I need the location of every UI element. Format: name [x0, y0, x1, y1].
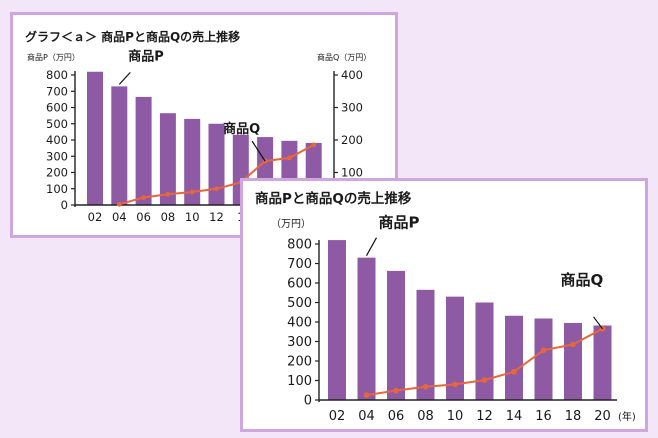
line-point-14 [511, 368, 517, 375]
line-point-08 [422, 383, 429, 390]
line-point-20 [311, 142, 317, 148]
y-tick-label-left-400: 400 [287, 316, 312, 331]
y-tick-label-left-700: 700 [287, 257, 312, 272]
y-tick-label-left-600: 600 [287, 277, 312, 292]
bar-08 [159, 113, 176, 205]
callout-q-leader [593, 316, 603, 330]
y-tick-label-left-500: 500 [46, 117, 68, 131]
x-tick-label-12: 12 [209, 210, 224, 224]
y-tick-label-left-200: 200 [46, 166, 68, 180]
bar-02 [87, 71, 103, 205]
y-tick-label-left-800: 800 [46, 68, 68, 82]
bar-16 [534, 318, 553, 400]
chart-card-b: 商品Pと商品Qの売上推移 （万円） 0 100 200 300 400 500 600 700 80… [240, 178, 648, 432]
y-tick-label-right-300: 300 [341, 101, 363, 115]
chart-title: 商品Pと商品Qの売上推移 [255, 190, 412, 207]
bar-06 [387, 270, 405, 400]
x-tick-label-02: 02 [329, 409, 346, 424]
line-point-10 [452, 381, 458, 388]
bar-14 [505, 315, 523, 400]
x-tick-label-20: 20 [594, 409, 611, 424]
y-axis-unit-left: 商品P（万円） [27, 52, 80, 62]
line-point-12 [481, 377, 488, 383]
y-tick-label-left-0: 0 [304, 394, 312, 409]
line-point-18 [287, 155, 292, 161]
y-tick-label-left-0: 0 [61, 198, 68, 212]
bar-10 [446, 296, 464, 400]
x-tick-label-10: 10 [447, 409, 464, 424]
bar-12 [475, 302, 494, 400]
x-tick-label-08: 08 [417, 409, 434, 424]
callout-p-leader [365, 237, 378, 256]
x-tick-label-10: 10 [185, 210, 200, 224]
bar-10 [184, 118, 201, 205]
x-tick-label-06: 06 [136, 210, 151, 224]
y-tick-label-left-200: 200 [287, 355, 312, 370]
line-point-08 [165, 191, 171, 197]
line-point-04 [363, 392, 370, 398]
bar-18 [564, 322, 582, 400]
y-tick-label-right-100: 100 [341, 166, 363, 180]
y-tick-label-left-600: 600 [46, 101, 68, 115]
y-tick-label-left-100: 100 [46, 182, 68, 196]
chart-title: グラフ＜ａ＞ 商品Pと商品Qの売上推移 [25, 29, 240, 44]
x-tick-label-16: 16 [535, 409, 552, 424]
bar-12 [208, 123, 225, 205]
line-point-12 [214, 186, 219, 192]
y-tick-label-left-700: 700 [46, 84, 68, 98]
y-tick-label-left-800: 800 [287, 238, 312, 253]
callout-q-leader [251, 140, 266, 162]
callout-p: 商品P [379, 214, 420, 232]
bar-04 [357, 257, 376, 400]
x-tick-label-04: 04 [112, 210, 127, 224]
line-point-04 [116, 201, 122, 207]
bar-04 [111, 86, 128, 205]
callout-q: 商品Q [223, 121, 260, 137]
y-tick-label-right-200: 200 [341, 133, 363, 147]
line-point-10 [189, 189, 195, 195]
line-point-06 [141, 195, 147, 200]
bar-02 [328, 240, 346, 400]
x-tick-label-18: 18 [565, 409, 582, 424]
callout-p: 商品P [128, 48, 164, 64]
x-tick-label-14: 14 [506, 409, 523, 424]
y-tick-label-left-400: 400 [46, 133, 68, 147]
bar-20 [593, 325, 612, 400]
y-tick-label-left-100: 100 [287, 374, 312, 389]
bar-08 [416, 289, 435, 400]
callout-q: 商品Q [561, 271, 604, 289]
y-tick-label-left-300: 300 [46, 149, 68, 163]
line-point-18 [570, 341, 576, 348]
y-tick-label-left-500: 500 [287, 296, 312, 311]
y-tick-label-right-400: 400 [341, 68, 363, 82]
x-tick-label-04: 04 [358, 409, 375, 424]
chart-b: 商品Pと商品Qの売上推移 （万円） 0 100 200 300 400 500 600 700 80… [255, 190, 636, 424]
line-point-06 [393, 387, 399, 394]
line-point-16 [540, 347, 547, 354]
y-axis-unit-right: 商品Q（万円） [317, 52, 371, 62]
y-tick-label-left-300: 300 [287, 335, 312, 350]
x-tick-label-02: 02 [88, 210, 103, 224]
x-tick-label-12: 12 [476, 409, 493, 424]
y-axis-unit-left: （万円） [271, 218, 311, 230]
x-tick-label-06: 06 [388, 409, 405, 424]
x-tick-label-08: 08 [161, 210, 176, 224]
bar-06 [135, 96, 152, 205]
x-axis-unit: (年) [618, 410, 636, 423]
callout-p-leader [118, 71, 131, 85]
